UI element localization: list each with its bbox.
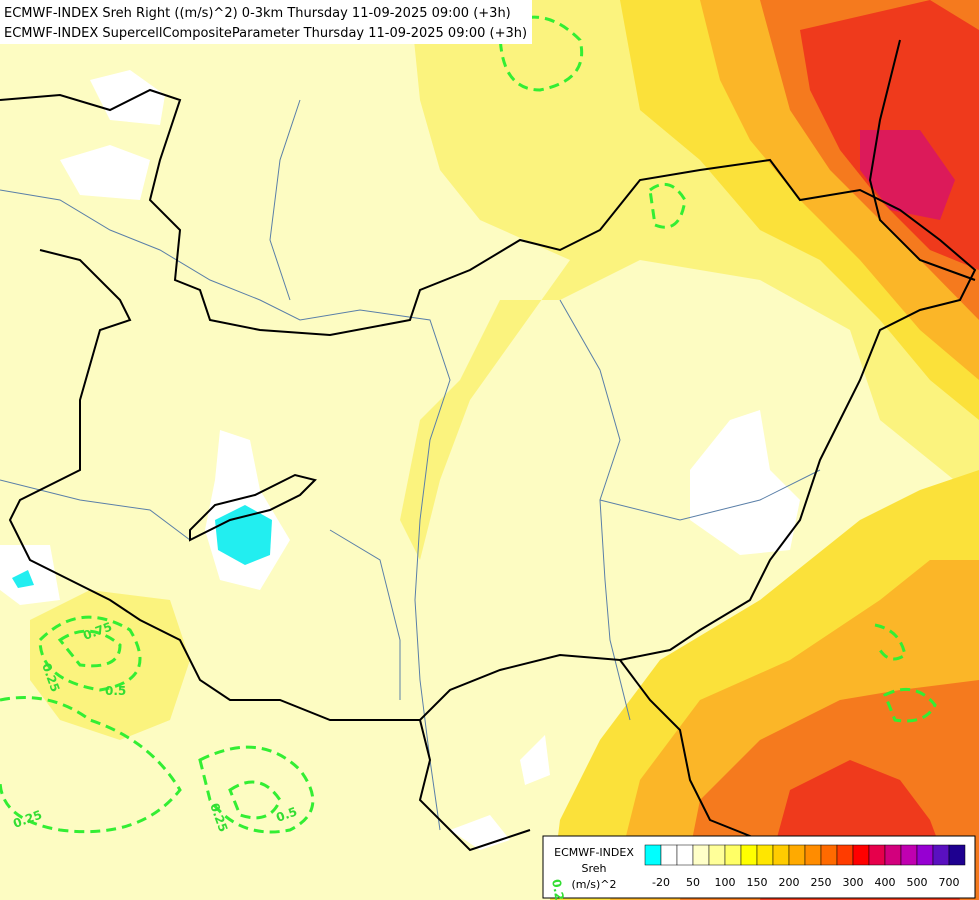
color-swatch <box>884 844 902 866</box>
contour-label: 0.25 <box>549 878 568 900</box>
color-swatch <box>724 844 742 866</box>
borders <box>0 39 977 852</box>
legend-tick-label: 150 <box>747 876 768 889</box>
color-swatch <box>644 844 662 866</box>
color-swatch <box>740 844 758 866</box>
contour-label: 0.5 <box>274 804 299 824</box>
color-swatch <box>804 844 822 866</box>
color-swatch <box>820 844 838 866</box>
color-swatch <box>836 844 854 866</box>
color-swatch <box>868 844 886 866</box>
color-swatch <box>692 844 710 866</box>
legend-tick-label: 50 <box>686 876 700 889</box>
header-line: ECMWF-INDEX SupercellCompositeParameter … <box>4 26 527 41</box>
contours <box>0 15 937 834</box>
color-swatch <box>916 844 934 866</box>
color-swatch <box>708 844 726 866</box>
legend-tick-label: 100 <box>715 876 736 889</box>
legend-variable: Sreh <box>581 862 606 875</box>
header-line: ECMWF-INDEX Sreh Right ((m/s)^2) 0-3km T… <box>4 6 511 21</box>
color-swatch <box>772 844 790 866</box>
legend-tick-label: 300 <box>843 876 864 889</box>
color-swatch <box>660 844 678 866</box>
rivers <box>0 99 821 831</box>
color-swatch <box>932 844 950 866</box>
legend-tick-label: -20 <box>652 876 670 889</box>
color-swatch <box>756 844 774 866</box>
color-swatch <box>948 844 966 866</box>
legend: ECMWF-INDEX Sreh (m/s)^2 -20 50 100 150 200 2… <box>542 835 976 899</box>
legend-tick-label: 500 <box>907 876 928 889</box>
header-box <box>0 0 532 44</box>
legend-unit: (m/s)^2 <box>572 878 617 891</box>
color-swatch <box>852 844 870 866</box>
color-swatch <box>676 844 694 866</box>
contour-label: 0.5 <box>105 684 126 698</box>
legend-tick-label: 400 <box>875 876 896 889</box>
legend-tick-label: 250 <box>811 876 832 889</box>
legend-tick-label: 700 <box>939 876 960 889</box>
legend-title: ECMWF-INDEX <box>554 846 634 859</box>
legend-tick-label: 200 <box>779 876 800 889</box>
color-swatch <box>788 844 806 866</box>
color-swatch <box>900 844 918 866</box>
